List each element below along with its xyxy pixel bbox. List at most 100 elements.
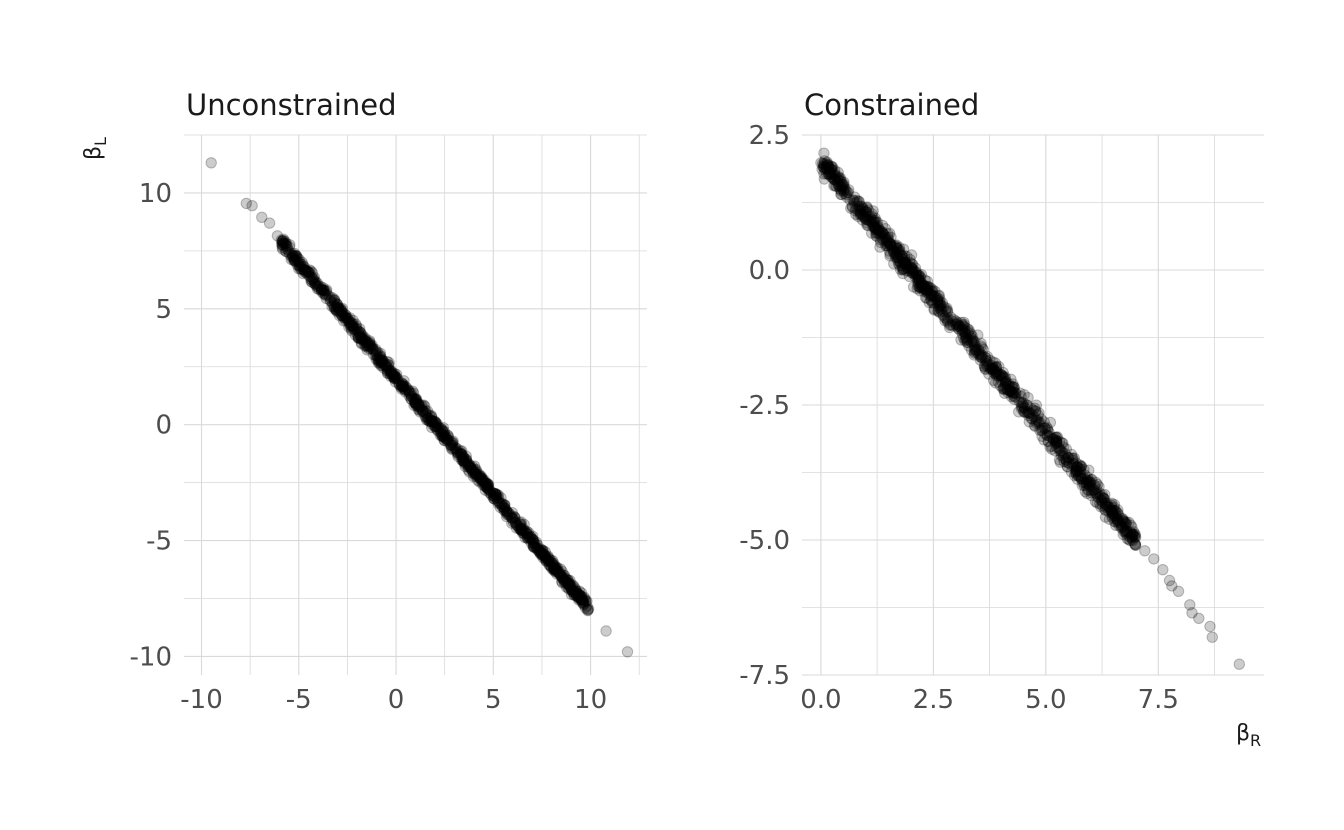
data-point	[491, 491, 503, 503]
data-point	[342, 315, 355, 327]
y-tick-label: 2.5	[749, 121, 790, 151]
data-point	[446, 444, 459, 456]
data-point	[289, 250, 301, 262]
data-point	[345, 320, 358, 332]
data-point	[570, 590, 582, 602]
data-point	[299, 266, 311, 278]
data-point	[324, 294, 336, 307]
y-axis-label-subscript: L	[91, 137, 110, 146]
data-point	[476, 472, 489, 485]
data-point	[1103, 506, 1115, 518]
data-point	[579, 593, 591, 605]
data-point	[299, 264, 311, 277]
data-point	[417, 405, 429, 417]
data-point	[392, 372, 404, 385]
data-point	[417, 406, 430, 418]
data-point	[426, 418, 438, 430]
data-point	[438, 430, 450, 442]
data-point	[384, 370, 397, 382]
data-point	[419, 406, 432, 419]
data-point	[509, 517, 522, 529]
data-point	[582, 604, 594, 617]
data-point	[471, 466, 483, 478]
data-point	[289, 247, 301, 260]
data-point	[328, 296, 341, 309]
data-point	[561, 577, 574, 590]
data-point	[463, 458, 475, 470]
y-tick-label: -10	[130, 642, 172, 672]
data-point	[1123, 516, 1135, 529]
data-point	[333, 303, 345, 315]
data-point	[467, 467, 480, 480]
data-point	[510, 519, 523, 531]
data-point	[370, 353, 382, 366]
data-point	[527, 540, 540, 552]
data-point	[376, 354, 388, 367]
data-point	[372, 353, 385, 366]
data-point	[317, 282, 329, 294]
data-point	[469, 464, 482, 476]
data-point	[373, 355, 385, 368]
data-point	[517, 522, 529, 534]
data-point	[374, 347, 387, 359]
data-point	[474, 470, 487, 483]
data-point	[527, 533, 539, 545]
data-point	[340, 309, 352, 321]
data-point	[438, 434, 450, 446]
data-point	[337, 315, 350, 327]
data-point	[551, 561, 564, 574]
data-point	[482, 482, 494, 494]
data-point	[562, 581, 574, 593]
data-point	[911, 270, 923, 282]
data-point	[407, 385, 419, 397]
data-point	[427, 415, 439, 427]
data-point	[573, 585, 586, 597]
data-point	[434, 423, 446, 436]
data-point	[352, 332, 365, 344]
data-point	[403, 386, 415, 398]
data-point	[479, 476, 491, 489]
data-point	[545, 556, 557, 568]
data-point	[577, 595, 590, 608]
data-point	[543, 558, 556, 571]
data-point	[547, 562, 560, 574]
data-point	[360, 340, 372, 353]
data-point	[451, 446, 464, 458]
data-point	[506, 511, 518, 523]
data-point	[550, 562, 562, 574]
data-point	[454, 445, 467, 457]
data-point	[521, 532, 533, 544]
data-point	[1030, 414, 1042, 426]
data-point	[556, 571, 568, 584]
data-point	[280, 245, 292, 257]
y-tick-label: -5	[146, 527, 172, 557]
data-point	[312, 281, 324, 293]
data-point	[414, 406, 426, 418]
data-point	[568, 589, 580, 601]
data-point	[558, 575, 570, 588]
data-point	[306, 267, 318, 279]
data-point	[564, 579, 576, 591]
data-point	[388, 369, 400, 381]
data-point	[347, 321, 359, 333]
data-point	[467, 470, 480, 483]
data-point	[458, 454, 470, 466]
data-point	[564, 579, 576, 591]
x-tick-label: 5	[485, 685, 502, 715]
data-point	[320, 285, 332, 297]
data-point	[492, 497, 504, 509]
data-point	[527, 541, 540, 553]
points-constrained	[815, 147, 1246, 670]
data-point	[442, 434, 454, 446]
data-point	[890, 239, 903, 251]
data-point	[317, 284, 330, 297]
data-point	[281, 241, 293, 253]
data-point	[548, 557, 560, 570]
data-point	[528, 539, 540, 552]
data-point	[347, 319, 359, 332]
data-point	[508, 511, 521, 523]
data-point	[285, 253, 297, 266]
data-point	[340, 311, 352, 324]
data-point	[576, 596, 588, 609]
data-point	[370, 343, 382, 356]
